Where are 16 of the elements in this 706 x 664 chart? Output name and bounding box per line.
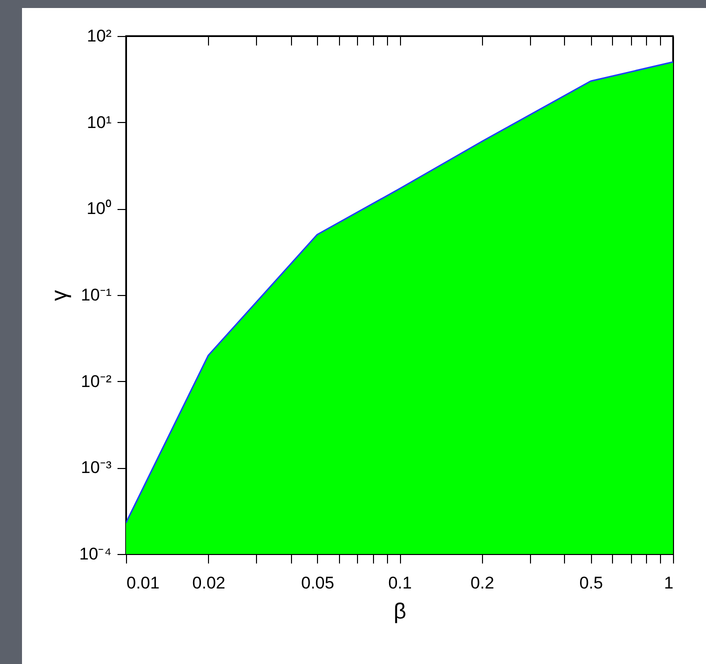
- x-tick-label: 0.02: [192, 574, 226, 592]
- y-tick-label: 10⁻³: [80, 458, 112, 478]
- y-tick-label: 10⁻²: [80, 372, 112, 391]
- y-tick-label: 10¹: [86, 112, 112, 132]
- y-axis-title: γ: [46, 290, 72, 301]
- x-tick-label: 0.01: [126, 574, 160, 592]
- y-tick-label: 10⁻⁴: [79, 544, 112, 564]
- x-axis-title: β: [394, 598, 406, 624]
- x-tick-label: 1: [664, 574, 674, 592]
- x-tick-label: 0.05: [301, 574, 334, 592]
- x-tick-label: 0.2: [470, 574, 494, 592]
- y-tick-label: 10⁰: [86, 199, 112, 218]
- x-tick-label: 0.5: [579, 574, 603, 592]
- y-tick-label: 10⁻¹: [80, 286, 112, 304]
- y-tick-label: 10²: [86, 26, 112, 46]
- x-tick-label: 0.1: [388, 574, 412, 592]
